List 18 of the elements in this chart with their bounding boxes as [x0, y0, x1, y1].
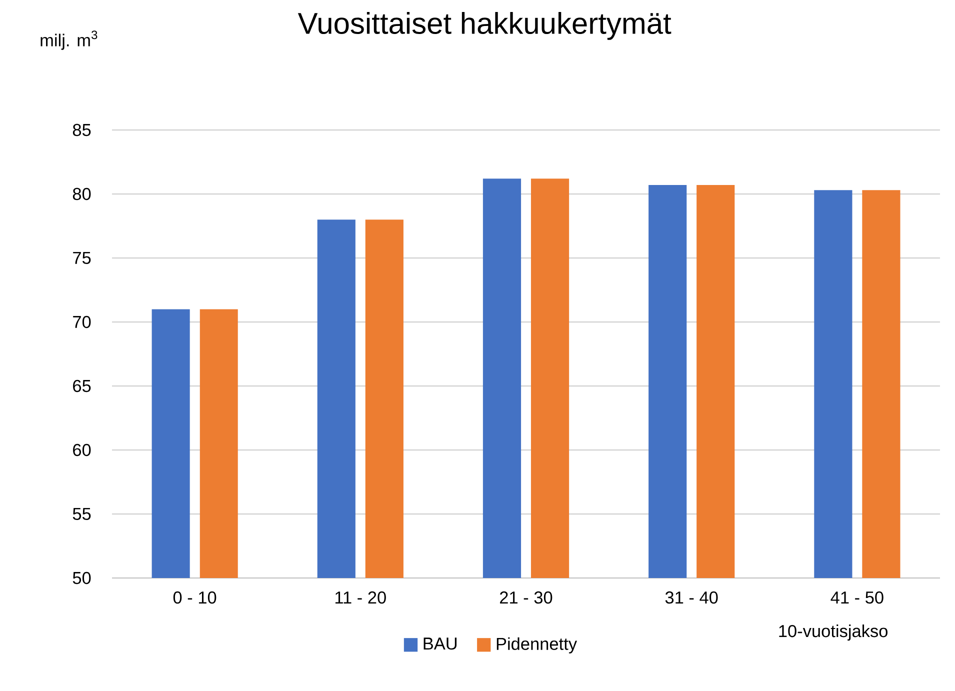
- x-tick-label: 41 - 50: [830, 591, 884, 604]
- chart-title: Vuosittaiset hakkuukertymät: [298, 12, 672, 40]
- y-axis-title: milj. m$^{3}$: [40, 30, 98, 50]
- y-tick-label: 75: [73, 252, 91, 264]
- legend-label: BAU: [424, 638, 457, 650]
- y-tick-label: 55: [72, 508, 91, 520]
- legend-label: Pidennetty: [496, 637, 578, 654]
- x-tick-label: 11 - 20: [335, 591, 386, 604]
- y-tick-label: 65: [73, 380, 91, 392]
- x-axis-title: 10-vuotisjakso: [779, 624, 888, 641]
- y-tick-label: 80: [72, 188, 91, 200]
- x-tick-label: 21 - 30: [500, 591, 552, 604]
- x-tick-label: 0 - 10: [173, 591, 216, 604]
- y-tick-label: 85: [72, 124, 91, 136]
- y-tick-label: 50: [72, 572, 91, 584]
- y-tick-label: 70: [73, 316, 91, 328]
- x-tick-label: 31 - 40: [665, 591, 718, 604]
- y-tick-label: 60: [73, 444, 91, 456]
